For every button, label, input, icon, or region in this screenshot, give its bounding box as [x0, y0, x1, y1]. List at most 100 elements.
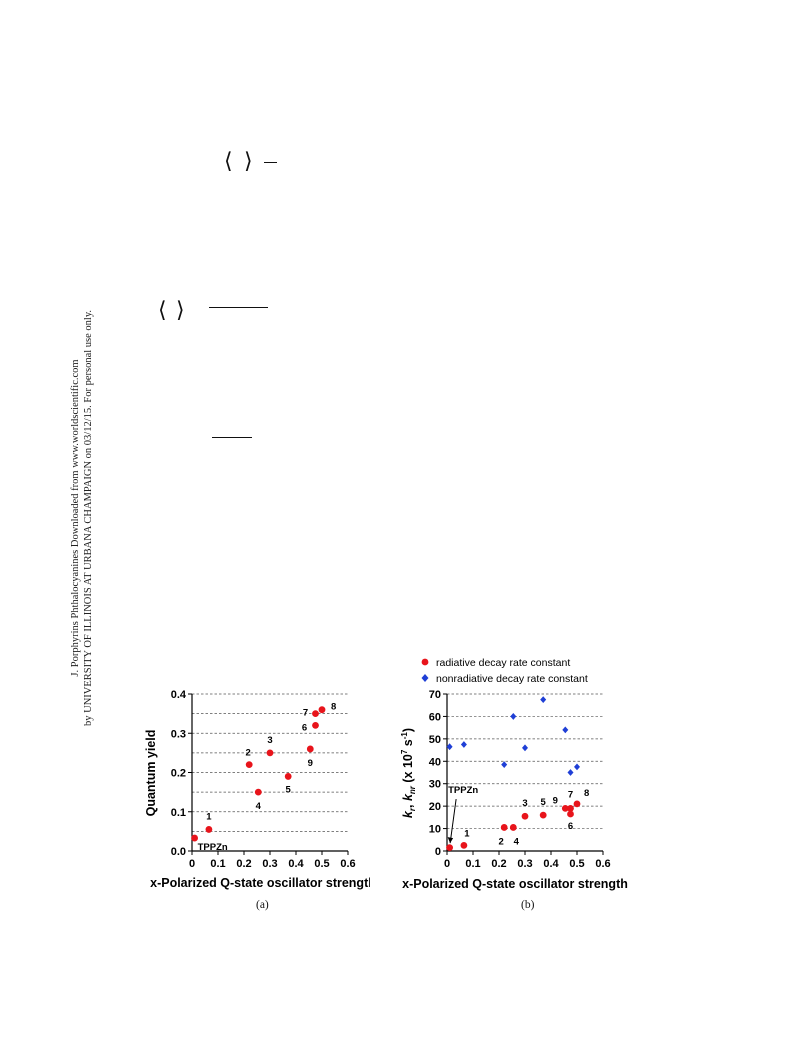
x-tick-label: 0	[444, 858, 450, 870]
chart-b-decay-rates: radiative decay rate constant nonradiativ…	[400, 657, 628, 891]
point-label: 5	[541, 797, 547, 808]
chart-a-gridlines	[192, 693, 348, 832]
x-tick-label: 0.6	[340, 858, 355, 870]
chart-a-points	[191, 706, 326, 842]
y-tick-label: 0.3	[171, 728, 186, 740]
point-label: 3	[522, 798, 527, 809]
point-label: 8	[584, 788, 589, 799]
data-point	[284, 773, 292, 780]
data-point	[306, 745, 314, 753]
download-notice: J. Porphyrins Phthalocyanines Downloaded…	[69, 308, 95, 728]
x-tick-label: 0.2	[236, 858, 251, 870]
y-tick-label: 10	[429, 824, 441, 836]
nonradiative-point	[460, 741, 467, 748]
data-point	[245, 761, 253, 769]
equation-3-fraction-bar	[212, 437, 252, 439]
equation-2-right-bracket: ⟩	[176, 297, 185, 322]
nonradiative-point	[540, 696, 547, 704]
radiative-point	[509, 824, 517, 831]
nonradiative-point	[562, 726, 569, 734]
x-tick-label: 0	[189, 858, 195, 870]
radiative-point	[446, 844, 453, 852]
data-point	[312, 722, 319, 729]
annotation-label: TPPZn	[448, 785, 478, 796]
x-tick-label: 0.5	[314, 858, 329, 870]
x-tick-label: 0.1	[465, 858, 480, 870]
radiative-point	[567, 804, 574, 812]
radiative-point	[539, 811, 547, 819]
caption-b: (b)	[521, 899, 535, 911]
point-label: 6	[302, 722, 307, 733]
y-tick-label: 20	[429, 801, 441, 813]
chart-a-y-axis-label: Quantum yield	[144, 730, 158, 817]
nonradiative-point	[567, 769, 574, 776]
point-label: 6	[568, 821, 573, 832]
caption-a: (a)	[256, 899, 269, 911]
chart-a-point-labels: TPPZn 1 2 3 4 5 6 7 8 9	[198, 702, 337, 853]
point-label: 4	[514, 836, 520, 847]
chart-b-points	[446, 696, 581, 852]
chart-a-x-axis-label: x-Polarized Q-state oscillator strength	[150, 876, 370, 890]
data-point	[318, 706, 326, 714]
x-tick-label: 0.3	[517, 858, 532, 870]
point-label: TPPZn	[198, 842, 228, 853]
y-tick-label: 60	[429, 711, 441, 723]
x-tick-label: 0.2	[491, 858, 506, 870]
chart-b-x-axis-label: x-Polarized Q-state oscillator strength	[402, 877, 628, 891]
radiative-point	[500, 824, 508, 831]
chart-a-quantum-yield: 0.0 0.1 0.2 0.3 0.4 0 0.1 0.2 0.3 0.4 0.5 0.6 TPPZ…	[144, 689, 370, 890]
chart-b-x-ticks: 0 0.1 0.2 0.3 0.4 0.5 0.6	[444, 851, 611, 870]
data-point	[205, 826, 213, 833]
radiative-point	[567, 810, 574, 818]
chart-b-y-axis-label: kr, knr (x 107 s-1)	[400, 728, 417, 818]
radiative-point	[521, 812, 529, 820]
nonradiative-point	[510, 713, 517, 720]
data-point	[266, 749, 274, 757]
nonradiative-point	[522, 744, 528, 752]
y-tick-label: 0.0	[171, 846, 186, 858]
y-tick-label: 0.2	[171, 768, 186, 780]
download-notice-line-1: J. Porphyrins Phthalocyanines Downloaded…	[70, 359, 81, 677]
equation-2-fraction-bar	[209, 307, 268, 309]
chart-b-point-labels: 1 2 4 3 5 97 6 8	[464, 788, 589, 848]
x-tick-label: 0.5	[569, 858, 584, 870]
y-tick-label: 70	[429, 689, 441, 701]
equation-2-left-bracket: ⟨	[158, 297, 167, 322]
data-point	[254, 788, 262, 796]
x-tick-label: 0.1	[210, 858, 225, 870]
x-tick-label: 0.4	[543, 858, 559, 870]
legend-marker-nonradiative	[421, 674, 429, 682]
point-label: 2	[246, 748, 251, 759]
equation-1-left-bracket: ⟨	[224, 148, 233, 173]
data-point	[191, 834, 198, 842]
point-label: 3	[267, 735, 272, 746]
annotation-arrow	[449, 798, 457, 844]
chart-b-gridlines	[447, 693, 603, 829]
point-label: 9	[308, 758, 313, 769]
legend-label-radiative: radiative decay rate constant	[436, 657, 570, 669]
radiative-point	[573, 800, 581, 808]
chart-b-annotation: TPPZn	[447, 785, 478, 844]
equation-1-right-bracket: ⟩	[244, 148, 253, 173]
legend-label-nonradiative: nonradiative decay rate constant	[436, 673, 588, 685]
annotation-arrowhead	[447, 837, 454, 844]
y-tick-label: 0.1	[171, 807, 186, 819]
y-tick-label: 0	[435, 846, 441, 858]
point-label: 9	[553, 795, 558, 806]
point-label: 7	[303, 708, 308, 719]
point-label: 7	[568, 789, 573, 800]
radiative-point	[460, 841, 468, 849]
y-tick-label: 0.4	[171, 689, 187, 701]
y-tick-label: 30	[429, 779, 441, 791]
download-notice-line-2: by UNIVERSITY OF ILLINOIS AT URBANA CHAM…	[83, 309, 94, 727]
point-label: 4	[256, 801, 262, 812]
point-label: 8	[331, 702, 336, 713]
point-label: 1	[464, 828, 470, 839]
y-tick-label: 50	[429, 734, 441, 746]
nonradiative-point	[501, 761, 508, 769]
legend-marker-radiative	[421, 658, 429, 666]
x-tick-label: 0.6	[595, 858, 610, 870]
point-label: 5	[286, 784, 292, 795]
equation-1-fraction-bar	[264, 162, 277, 164]
